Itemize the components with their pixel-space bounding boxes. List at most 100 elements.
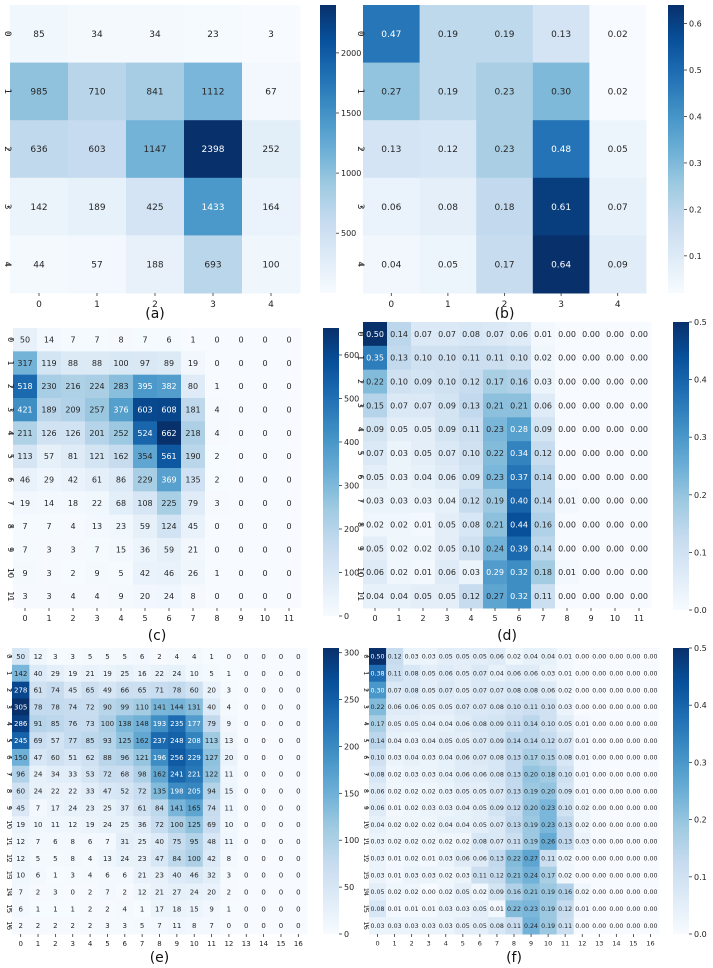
heatmap-cell xyxy=(289,816,308,834)
heatmap-cell xyxy=(607,849,626,868)
cell-value-label: 12 xyxy=(138,888,147,896)
heatmap-cell xyxy=(202,849,221,868)
cell-value-label: 0.05 xyxy=(473,923,487,930)
heatmap-cell xyxy=(64,833,82,851)
cell-value-label: 60 xyxy=(51,754,60,762)
heatmap-cell xyxy=(471,765,489,784)
cell-value-label: 0.04 xyxy=(541,654,555,661)
heatmap-cell xyxy=(109,444,134,469)
cell-value-label: 22 xyxy=(68,788,77,796)
cell-value-label: 0.10 xyxy=(462,449,480,458)
cell-value-label: 0.05 xyxy=(558,721,572,728)
heatmap-cell xyxy=(272,765,291,784)
cell-value-label: 0.00 xyxy=(643,771,657,778)
heatmap-cell xyxy=(437,765,455,784)
cell-value-label: 0.01 xyxy=(575,906,589,913)
heatmap-cell xyxy=(85,421,110,446)
x-tick-label: 12 xyxy=(578,940,586,948)
cell-value-label: 34 xyxy=(149,30,161,40)
heatmap-cell xyxy=(46,782,65,800)
cell-value-label: 0.00 xyxy=(643,822,657,829)
cell-value-label: 90 xyxy=(103,703,112,711)
heatmap-cell xyxy=(403,648,421,666)
heatmap-cell xyxy=(454,816,472,834)
cell-value-label: 0.06 xyxy=(388,704,402,711)
x-tick-label: 0 xyxy=(36,300,42,310)
heatmap-cell xyxy=(220,917,239,935)
heatmap-cell xyxy=(68,5,127,64)
heatmap-cell xyxy=(254,816,273,834)
heatmap-cell xyxy=(81,715,100,733)
cell-value-label: 0.13 xyxy=(462,401,480,410)
cell-value-label: 0 xyxy=(279,872,283,880)
heatmap-cell xyxy=(454,849,472,868)
heatmap-cell xyxy=(157,421,182,446)
heatmap-cell xyxy=(237,883,256,901)
heatmap-cell xyxy=(277,538,302,562)
cell-value-label: 40 xyxy=(34,670,43,678)
heatmap-cell xyxy=(624,681,643,699)
heatmap-cell xyxy=(81,648,100,666)
heatmap-cell xyxy=(64,799,82,817)
cell-value-label: 0.02 xyxy=(388,771,402,778)
cell-value-label: 0.08 xyxy=(558,755,572,762)
x-tick-label: 2 xyxy=(502,300,508,310)
heatmap-cell xyxy=(242,120,301,179)
x-tick-label: 0 xyxy=(18,940,22,948)
heatmap-cell xyxy=(624,748,643,767)
heatmap-cell xyxy=(133,491,158,516)
heatmap-cell xyxy=(242,235,301,294)
colorbar-tick-label: 0.5 xyxy=(694,318,707,327)
cell-value-label: 0.01 xyxy=(558,497,576,506)
heatmap-cell xyxy=(435,417,460,442)
cell-value-label: 0.00 xyxy=(609,654,623,661)
heatmap-cell xyxy=(185,866,204,885)
x-tick-label: 8 xyxy=(157,940,161,948)
heatmap-cell xyxy=(488,765,506,784)
heatmap-cell xyxy=(46,664,65,683)
colorbar-tick-label: 0.6 xyxy=(689,20,702,29)
cell-value-label: 0 xyxy=(286,382,291,391)
cell-value-label: 21 xyxy=(86,670,95,678)
cell-value-label: 0.03 xyxy=(371,923,385,930)
x-tick-label: 1 xyxy=(36,940,40,948)
heatmap-cell xyxy=(627,512,652,537)
heatmap-cell xyxy=(61,374,86,399)
heatmap-cell xyxy=(488,782,506,800)
heatmap-cell xyxy=(253,421,278,446)
heatmap-cell xyxy=(277,398,302,422)
cell-value-label: 3 xyxy=(71,872,75,880)
heatmap-cell xyxy=(168,765,187,784)
heatmap-cell xyxy=(488,849,506,868)
heatmap-cell xyxy=(150,765,169,784)
cell-value-label: 0.06 xyxy=(510,330,528,339)
heatmap-cell xyxy=(435,560,460,585)
cell-value-label: 0.07 xyxy=(473,687,487,694)
cell-value-label: 8 xyxy=(71,855,75,863)
y-tick-label: 1 xyxy=(355,89,365,95)
cell-value-label: 125 xyxy=(118,737,131,745)
heatmap-cell xyxy=(13,374,38,399)
cell-value-label: 0.04 xyxy=(390,592,408,601)
cell-value-label: 18 xyxy=(172,905,181,913)
colorbar-tick-label: 0.5 xyxy=(694,644,707,653)
cell-value-label: 11 xyxy=(224,771,233,779)
cell-value-label: 0.00 xyxy=(626,923,640,930)
heatmap-cell xyxy=(627,417,652,442)
cell-value-label: 224 xyxy=(89,382,104,391)
heatmap-cell xyxy=(589,235,647,294)
heatmap-cell xyxy=(607,698,626,716)
cell-value-label: 0.04 xyxy=(439,721,453,728)
cell-value-label: 46 xyxy=(164,569,174,578)
heatmap-cell xyxy=(386,698,404,716)
cell-value-label: 12 xyxy=(16,855,25,863)
heatmap-cell xyxy=(81,900,100,918)
heatmap-cell xyxy=(12,833,30,851)
cell-value-label: 0 xyxy=(296,687,300,695)
heatmap-cell xyxy=(237,698,256,716)
cell-value-label: 0 xyxy=(238,382,243,391)
heatmap-cell xyxy=(579,345,604,371)
heatmap-cell xyxy=(272,664,291,683)
cell-value-label: 0.00 xyxy=(626,822,640,829)
